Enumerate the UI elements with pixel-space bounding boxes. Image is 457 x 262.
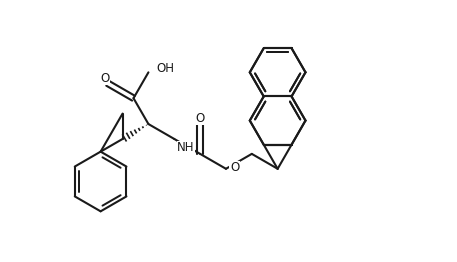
Text: O: O <box>100 72 109 85</box>
Text: O: O <box>196 112 205 124</box>
Text: O: O <box>230 161 239 174</box>
Text: OH: OH <box>156 62 175 75</box>
Text: NH: NH <box>177 141 195 154</box>
